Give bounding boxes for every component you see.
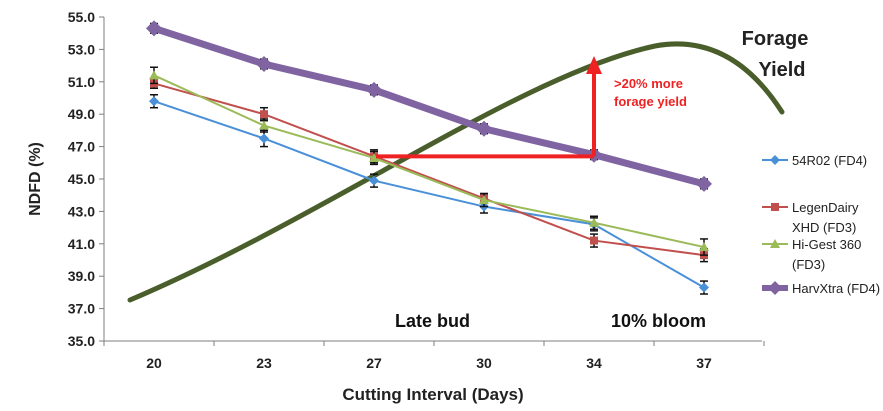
- forage-yield-layer: Forage Yield: [127, 28, 809, 303]
- series-line: [153, 74, 705, 249]
- y-tick-label: 39.0: [68, 268, 95, 284]
- data-point: [589, 217, 599, 227]
- x-tick-label: 37: [696, 355, 712, 371]
- series-layer: [146, 20, 712, 295]
- legend-label: 54R02 (FD4): [792, 153, 867, 168]
- y-tick-label: 43.0: [68, 203, 95, 219]
- series-2: [149, 66, 709, 256]
- series-0: [149, 94, 709, 295]
- legend-item-0: 54R02 (FD4): [762, 153, 867, 168]
- data-point: [146, 20, 162, 37]
- x-axis-title: Cutting Interval (Days): [342, 385, 523, 404]
- y-tick-label: 47.0: [68, 139, 95, 155]
- data-point: [149, 96, 159, 107]
- legend-label: HarvXtra (FD4): [792, 281, 880, 296]
- x-tick-label: 34: [586, 355, 602, 371]
- y-tick-label: 35.0: [68, 333, 95, 349]
- x-tick-label: 20: [146, 355, 162, 371]
- data-point: [256, 55, 272, 72]
- y-tick-label: 41.0: [68, 236, 95, 252]
- legend-label: Hi-Gest 360: [792, 237, 861, 252]
- legend-item-1: LegenDairy XHD (FD3): [762, 200, 859, 235]
- data-point: [771, 203, 779, 211]
- annotation-arrowhead: [586, 56, 602, 74]
- legend-label: (FD3): [792, 257, 825, 272]
- legend-layer: 54R02 (FD4) LegenDairy XHD (FD3) Hi-Gest 36…: [762, 153, 880, 296]
- legend-item-3: HarvXtra (FD4): [762, 281, 880, 296]
- legend-label: LegenDairy: [792, 200, 859, 215]
- y-tick-label: 53.0: [68, 41, 95, 57]
- x-tick-label: 23: [256, 355, 272, 371]
- data-point: [479, 195, 489, 205]
- y-tick-label: 51.0: [68, 74, 95, 90]
- legend-item-2: Hi-Gest 360 (FD3): [762, 237, 861, 272]
- annotation-text: >20% more: [614, 76, 683, 91]
- forage-yield-label: Forage: [742, 28, 809, 50]
- y-tick-label: 55.0: [68, 9, 95, 25]
- data-point: [259, 133, 269, 144]
- data-point: [369, 175, 379, 186]
- data-point: [149, 70, 159, 80]
- y-tick-label: 37.0: [68, 301, 95, 317]
- data-point: [699, 242, 709, 252]
- stage-label-late-bud: Late bud: [395, 311, 470, 331]
- data-point: [259, 120, 269, 130]
- data-point: [696, 175, 712, 192]
- data-point: [260, 110, 268, 119]
- forage-yield-label: Yield: [758, 59, 805, 81]
- series-line: [152, 25, 705, 188]
- data-point: [770, 239, 780, 248]
- annotation-layer: >20% more forage yield Late bud 10% bloom: [376, 56, 706, 331]
- data-point: [699, 282, 709, 293]
- data-point: [366, 81, 382, 98]
- series-line: [153, 100, 705, 289]
- stage-label-10pct-bloom: 10% bloom: [611, 311, 706, 331]
- x-tick-label: 30: [476, 355, 492, 371]
- series-line: [153, 82, 705, 257]
- data-point: [476, 120, 492, 137]
- series-3: [146, 20, 712, 192]
- data-point: [369, 152, 379, 162]
- annotation-text: forage yield: [614, 94, 687, 109]
- data-point: [590, 236, 598, 245]
- x-tick-label: 27: [366, 355, 382, 371]
- data-point: [768, 281, 782, 295]
- axes-layer: 55.0 53.0 51.0 49.0 47.0 45.0 43.0 41.0 39.0 37.0…: [27, 9, 765, 404]
- y-tick-label: 45.0: [68, 171, 95, 187]
- data-point: [770, 155, 780, 165]
- forage-yield-curve: [127, 41, 785, 303]
- y-axis-title: NDFD (%): [27, 142, 44, 216]
- y-tick-label: 49.0: [68, 106, 95, 122]
- legend-label: XHD (FD3): [792, 220, 856, 235]
